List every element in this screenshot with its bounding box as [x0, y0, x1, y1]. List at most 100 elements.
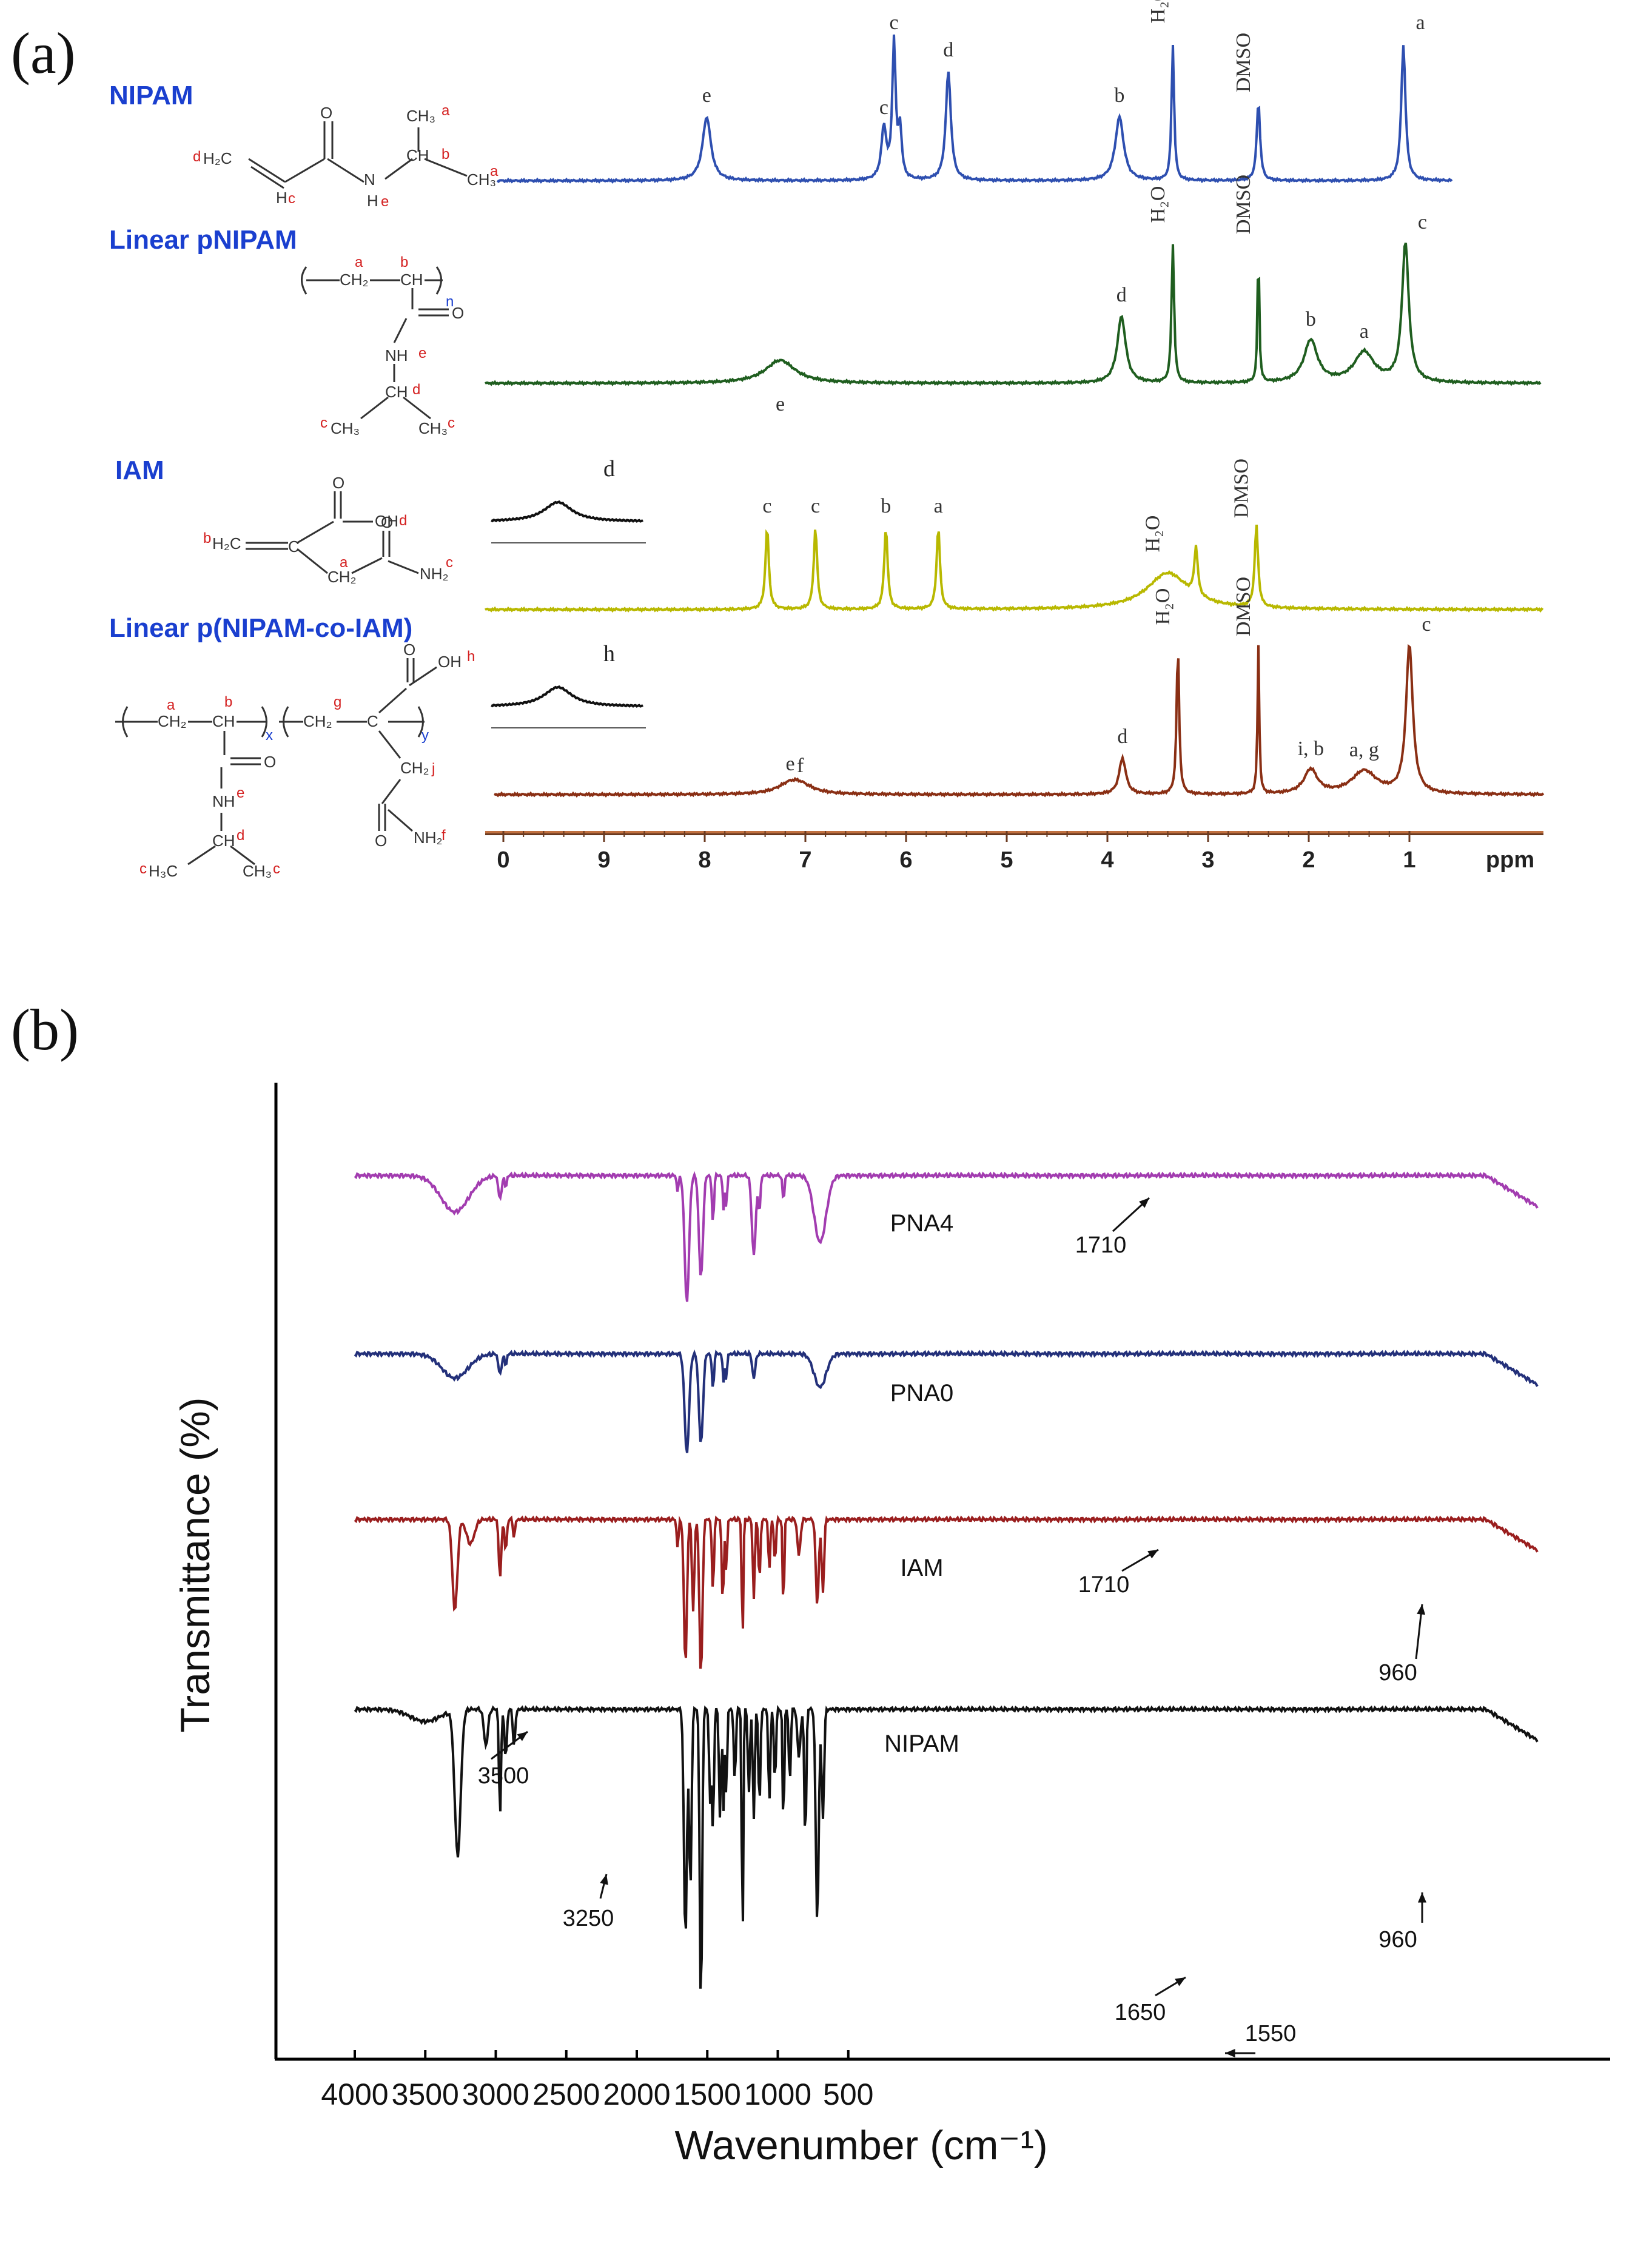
copolymer-structure-icon	[115, 658, 437, 866]
svg-text:H₃C: H₃C	[149, 862, 178, 880]
svg-text:h: h	[467, 648, 475, 665]
nmr-peak-label: DMSO	[1232, 33, 1255, 92]
svg-text:a: a	[490, 163, 499, 180]
nmr-peak-label: DMSO	[1232, 577, 1255, 636]
ir-x-tick-label: 1000	[744, 2077, 811, 2111]
ir-annotation-arrowhead	[1225, 2048, 1235, 2058]
svg-text:O: O	[320, 104, 332, 122]
nmr-x-tick-label: 8	[698, 847, 711, 873]
nmr-trace-4	[494, 644, 1545, 798]
compound-label-iam: IAM	[115, 456, 164, 485]
svg-text:c: c	[448, 415, 455, 431]
svg-text:CH: CH	[400, 271, 423, 289]
svg-text:NH₂: NH₂	[420, 565, 449, 583]
svg-text:NH: NH	[212, 792, 235, 810]
svg-text:CH: CH	[212, 832, 235, 850]
nmr-x-tick-label: ppm	[1486, 847, 1534, 873]
svg-text:c: c	[273, 861, 280, 877]
ir-x-tick-label: 2000	[603, 2077, 670, 2111]
svg-text:c: c	[139, 861, 147, 877]
ir-x-axis-label: Wavenumber (cm⁻¹)	[674, 2122, 1047, 2168]
ir-annotation-arrowhead	[1147, 1550, 1158, 1559]
nmr-inset-trace	[491, 685, 643, 708]
nmr-peak-label: b	[1306, 308, 1316, 331]
nmr-x-tick-label: 4	[1101, 847, 1113, 873]
ir-trace-pna0	[354, 1349, 1539, 1453]
svg-text:CH: CH	[406, 146, 429, 164]
svg-text:f: f	[442, 827, 446, 844]
nmr-peak-label: e	[786, 753, 795, 775]
nmr-inset-4: h	[491, 641, 646, 728]
ir-x-tick-label: 2500	[532, 2077, 600, 2111]
nmr-peak-label: c	[890, 12, 899, 34]
pnipam-structure-icon	[301, 266, 449, 420]
ir-annotation-arrowhead	[517, 1732, 528, 1741]
nmr-inset-trace	[491, 500, 643, 523]
svg-text:CH₃: CH₃	[406, 107, 435, 125]
ir-series-label: PNA4	[890, 1210, 954, 1237]
svg-text:d: d	[193, 149, 201, 165]
nmr-x-tick-label: 6	[899, 847, 912, 873]
ir-x-tick-label: 4000	[321, 2077, 388, 2111]
svg-text:d: d	[399, 513, 407, 529]
compound-label-linear-pnipam: Linear pNIPAM	[109, 225, 297, 255]
nmr-peak-label: DMSO	[1232, 175, 1255, 234]
svg-text:H₂C: H₂C	[203, 149, 232, 167]
nmr-peak-label: H₂O	[1147, 0, 1169, 23]
nmr-peak-label: a	[934, 495, 943, 517]
svg-text:NH: NH	[385, 346, 408, 365]
svg-text:a: a	[355, 254, 363, 271]
svg-text:O: O	[375, 832, 387, 850]
ir-annotation-label: 1650	[1115, 2000, 1166, 2025]
nmr-x-tick-label: 7	[799, 847, 811, 873]
nmr-trace-3	[484, 524, 1544, 613]
ir-annotation-arrowhead	[600, 1874, 608, 1885]
svg-text:CH₃: CH₃	[331, 419, 360, 437]
svg-text:x: x	[266, 727, 273, 744]
svg-text:e: e	[381, 193, 389, 210]
svg-text:C: C	[288, 537, 300, 556]
ir-annotation-label: 3250	[563, 1906, 614, 1931]
svg-text:j: j	[431, 761, 435, 777]
panel-label-b: (b)	[11, 997, 79, 1062]
nmr-x-axis: 0 9 8 7 6 5 4 3 2 1 ppm	[485, 831, 1543, 873]
svg-text:d: d	[412, 382, 420, 398]
nmr-peak-label: d	[943, 39, 953, 61]
ir-annotation-label: 1710	[1078, 1572, 1130, 1598]
svg-text:a: a	[442, 103, 450, 119]
nmr-peak-label: DMSO	[1231, 459, 1253, 518]
ir-annotation-label: 960	[1378, 1660, 1417, 1686]
nmr-peak-label: H₂O	[1152, 588, 1174, 625]
svg-text:b: b	[203, 530, 211, 546]
svg-text:CH: CH	[385, 383, 408, 401]
ir-annotation-arrowhead	[1417, 1604, 1426, 1615]
nmr-peak-label: c	[1422, 613, 1431, 636]
compound-label-copolymer: Linear p(NIPAM-co-IAM)	[109, 613, 412, 643]
nmr-peak-label: H₂O	[1142, 516, 1164, 553]
ir-x-tick-label: 1500	[674, 2077, 741, 2111]
svg-text:b: b	[224, 694, 232, 710]
ir-annotation-arrowhead	[1417, 1892, 1427, 1903]
ir-annotation-arrowhead	[1139, 1198, 1149, 1208]
svg-text:d: d	[237, 827, 244, 844]
svg-text:a: a	[167, 697, 175, 713]
ir-annotation-label: 1550	[1245, 2021, 1297, 2046]
svg-text:CH₃: CH₃	[243, 862, 272, 880]
nmr-x-tick-label: 9	[597, 847, 610, 873]
svg-text:c: c	[446, 554, 453, 571]
svg-text:O: O	[381, 513, 393, 531]
nmr-inset-label: d	[603, 456, 615, 482]
nmr-peak-label: i, b	[1298, 738, 1324, 760]
nmr-peak-label: c	[1418, 211, 1427, 234]
ir-x-ticks: 4000 3500 3000 2500 2000 1500 1000 500	[321, 2050, 873, 2111]
nmr-peak-label: c	[879, 96, 888, 119]
svg-text:n: n	[446, 294, 454, 310]
ir-trace-pna4	[354, 1171, 1539, 1302]
ir-series-label: IAM	[900, 1555, 943, 1581]
svg-text:b: b	[400, 254, 408, 271]
svg-text:CH₂: CH₂	[303, 712, 332, 730]
ir-series-label: NIPAM	[884, 1730, 959, 1757]
ir-x-tick-label: 500	[823, 2077, 873, 2111]
nmr-peak-label: b	[881, 495, 891, 517]
